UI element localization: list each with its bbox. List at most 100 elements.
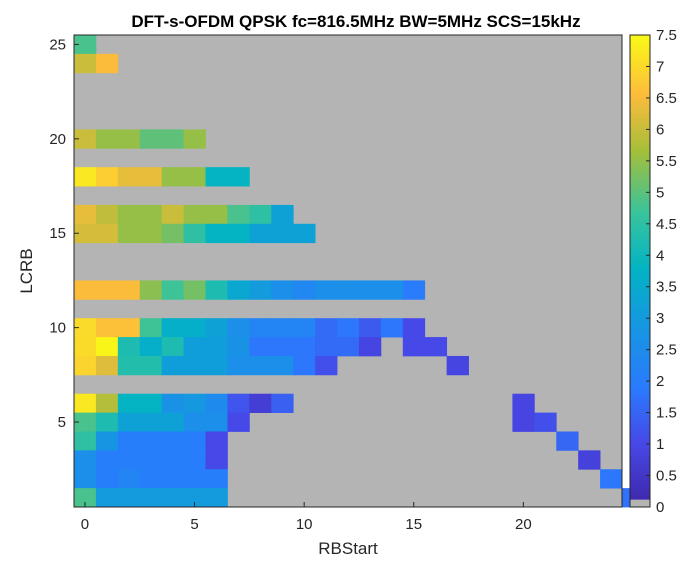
heatmap-cell xyxy=(293,223,316,244)
heatmap-cell xyxy=(183,223,206,244)
colorbar-swatch xyxy=(630,184,650,189)
colorbar-swatch xyxy=(630,298,650,303)
colorbar-swatch xyxy=(630,314,650,319)
colorbar-swatch xyxy=(630,463,650,469)
colorbar-swatch xyxy=(630,345,650,351)
heatmap-cell xyxy=(74,280,97,300)
colorbar-swatch xyxy=(630,235,650,241)
colorbar-swatch xyxy=(630,219,650,225)
heatmap-cell xyxy=(161,469,184,489)
heatmap-cell xyxy=(161,280,184,300)
heatmap-cell xyxy=(358,280,382,300)
colorbar-swatch xyxy=(630,82,650,87)
colorbar-swatch xyxy=(630,168,650,174)
heatmap-cell xyxy=(315,280,338,300)
heatmap-cell xyxy=(271,318,294,338)
heatmap-cell xyxy=(139,412,163,432)
colorbar-swatch xyxy=(630,373,650,378)
heatmap-cell xyxy=(139,450,163,470)
heatmap-cell xyxy=(74,431,97,451)
colorbar-swatch xyxy=(630,105,650,111)
colorbar-swatch xyxy=(630,78,650,83)
colorbar-swatch xyxy=(630,459,650,465)
heatmap-cell xyxy=(161,450,184,470)
heatmap-cell xyxy=(358,318,382,338)
y-tick-label: 15 xyxy=(49,225,66,242)
heatmap-cell xyxy=(271,280,294,300)
heatmap-cell xyxy=(402,337,426,357)
heatmap-cell xyxy=(95,431,119,451)
heatmap-cell xyxy=(249,318,272,338)
colorbar-swatch xyxy=(630,62,650,67)
heatmap-cell xyxy=(183,431,206,451)
heatmap-cell xyxy=(205,469,228,489)
heatmap-cell xyxy=(205,450,228,470)
x-axis-ticks: 0 5 10 15 20 xyxy=(81,502,532,533)
colorbar: 0 0.5 1 1.5 2 2.5 3 3.5 4 4.5 5 5.5 6 6.5 7 7.5 xyxy=(629,27,677,516)
heatmap-cell xyxy=(95,393,119,413)
colorbar-swatch xyxy=(630,294,650,300)
colorbar-swatch xyxy=(630,74,650,79)
x-tick-label: 20 xyxy=(515,516,532,533)
colorbar-swatch xyxy=(630,215,650,221)
colorbar-swatch xyxy=(630,196,650,201)
heatmap-cell xyxy=(227,393,250,413)
heatmap-cell xyxy=(117,167,141,187)
colorbar-swatch xyxy=(630,428,650,433)
heatmap-cell xyxy=(139,488,163,508)
heatmap-cell xyxy=(205,318,228,338)
colorbar-tick-label: 4 xyxy=(656,247,664,264)
heatmap-cell xyxy=(139,204,163,225)
heatmap-cell xyxy=(117,431,141,451)
x-tick-label: 0 xyxy=(81,516,89,533)
colorbar-swatch xyxy=(630,153,650,158)
colorbar-tick-label: 3.5 xyxy=(656,279,677,296)
heatmap-cell xyxy=(512,393,535,413)
heatmap-cell xyxy=(424,337,448,357)
heatmap-cell xyxy=(117,469,141,489)
heatmap-cell xyxy=(315,318,338,338)
colorbar-swatch xyxy=(630,259,650,264)
colorbar-swatch xyxy=(630,278,650,284)
colorbar-swatch xyxy=(630,381,650,386)
colorbar-swatch xyxy=(630,223,650,229)
heatmap-cell xyxy=(534,412,557,432)
heatmap-cell xyxy=(95,204,119,225)
heatmap-cell xyxy=(183,167,206,187)
heatmap-cell xyxy=(117,204,141,225)
colorbar-swatch xyxy=(630,286,650,292)
colorbar-swatch xyxy=(630,377,650,382)
heatmap-cell xyxy=(205,393,228,413)
colorbar-swatch xyxy=(630,408,650,414)
y-axis-label: LCRB xyxy=(17,248,36,293)
colorbar-swatch xyxy=(630,400,650,406)
colorbar-swatch xyxy=(630,448,650,453)
heatmap-cell xyxy=(271,393,294,413)
heatmap-cell xyxy=(117,223,141,244)
heatmap-cell xyxy=(249,280,272,300)
colorbar-swatch xyxy=(630,396,650,402)
heatmap-cell xyxy=(74,412,97,432)
heatmap-cell xyxy=(249,223,272,244)
heatmap-cell xyxy=(227,223,250,244)
heatmap-cell xyxy=(227,337,250,357)
heatmap-cell xyxy=(183,337,206,357)
colorbar-swatch xyxy=(630,274,650,280)
colorbar-swatch xyxy=(630,141,650,146)
colorbar-swatch xyxy=(630,125,650,130)
heatmap-cell xyxy=(161,337,184,357)
colorbar-swatch xyxy=(630,392,650,398)
colorbar-tick-label: 0 xyxy=(656,499,664,516)
colorbar-swatch xyxy=(630,455,650,461)
heatmap-cell xyxy=(227,355,250,376)
heatmap-cell xyxy=(556,431,579,451)
colorbar-swatch xyxy=(630,483,650,488)
colorbar-swatch xyxy=(630,267,650,272)
heatmap-cell xyxy=(74,167,97,187)
colorbar-swatch xyxy=(630,97,650,103)
heatmap-cell xyxy=(95,280,119,300)
heatmap-cell xyxy=(95,318,119,338)
heatmap-cell xyxy=(512,412,535,432)
heatmap-cell xyxy=(74,355,97,376)
